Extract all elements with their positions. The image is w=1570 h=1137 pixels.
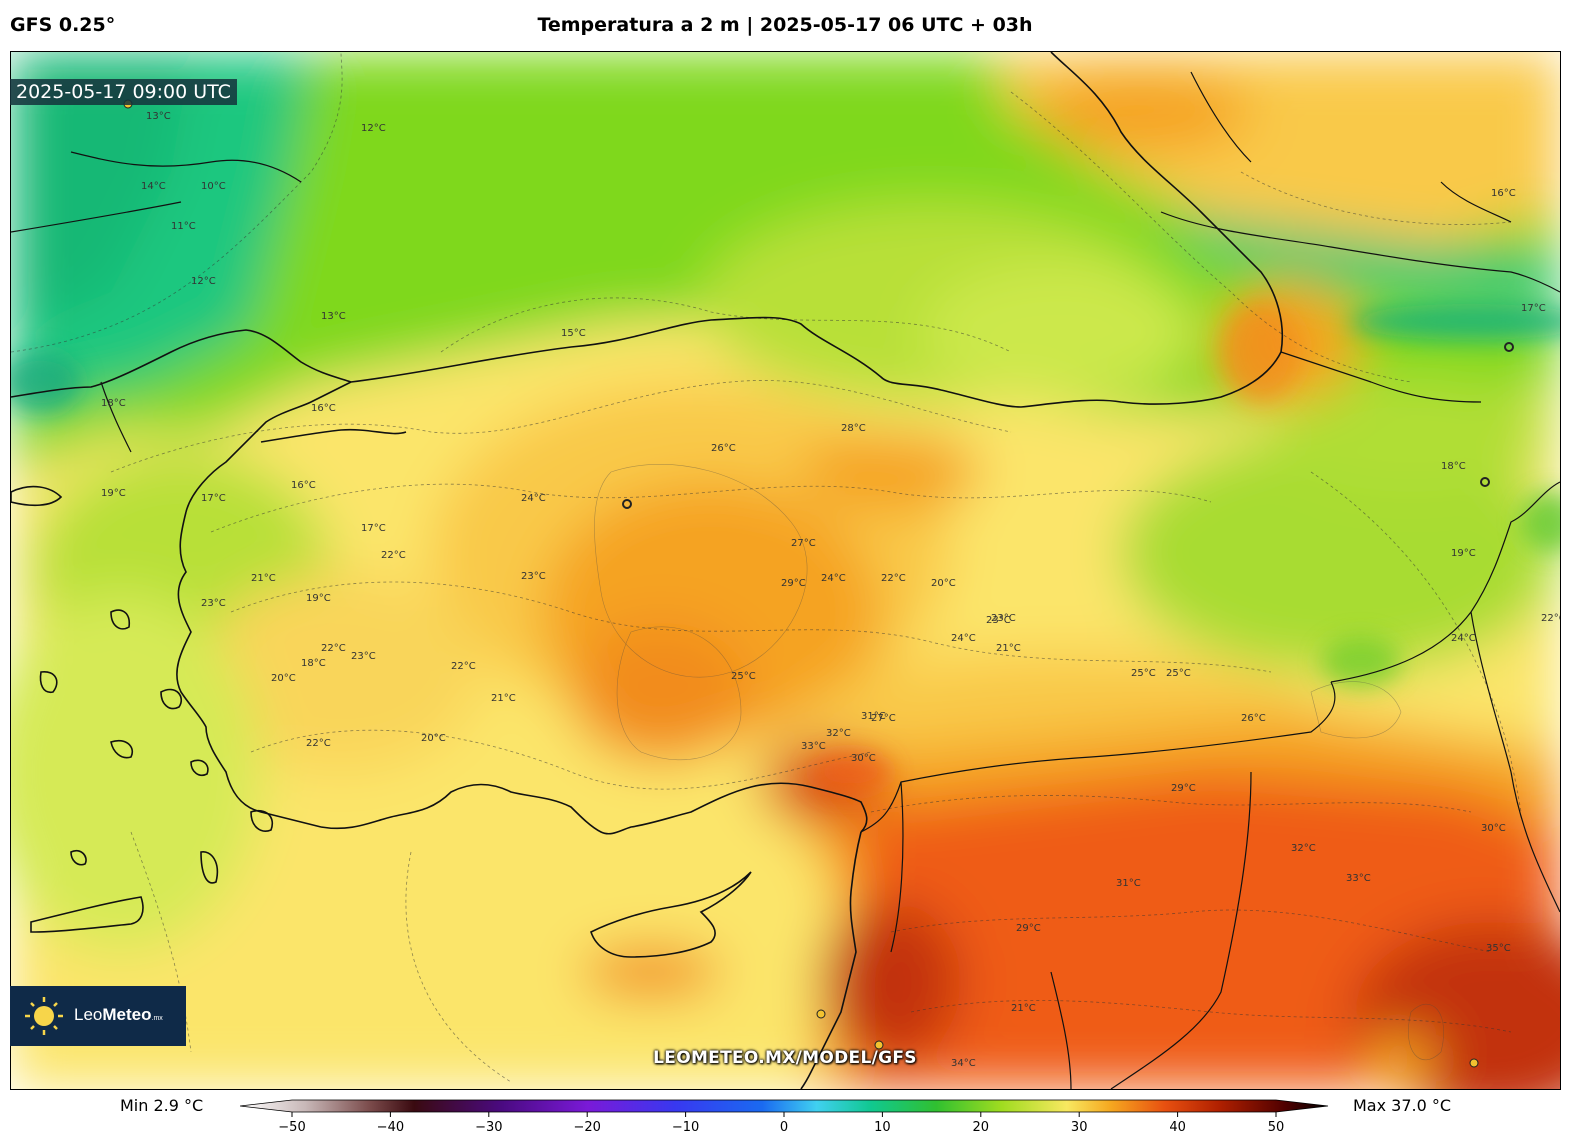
contour-label: 21°C (1011, 1003, 1036, 1014)
colorbar-tick-label: 0 (780, 1120, 788, 1135)
valid-time-badge: 2025-05-17 09:00 UTC (10, 79, 237, 105)
contour-label: 24°C (521, 493, 546, 504)
colorbar-tick-label: −20 (573, 1120, 600, 1135)
contour-label: 28°C (841, 423, 866, 434)
contour-label: 22°C (381, 550, 406, 561)
contour-label: 29°C (781, 578, 806, 589)
contour-label: 22°C (306, 738, 331, 749)
contour-label: 31°C (1116, 878, 1141, 889)
colorbar-tick-label: −50 (278, 1120, 305, 1135)
contour-label: 19°C (306, 593, 331, 604)
contour-label: 29°C (1016, 923, 1041, 934)
contour-label: 22°C (1541, 613, 1560, 624)
leometeo-logo[interactable]: LeoMeteo.mx (10, 986, 186, 1046)
colorbar-tick-label: −40 (377, 1120, 404, 1135)
contour-label: 20°C (271, 673, 296, 684)
contour-label: 17°C (361, 523, 386, 534)
contour-label: 11°C (171, 221, 196, 232)
borders (11, 71, 1560, 1089)
contour-label: 19°C (1451, 548, 1476, 559)
colorbar-tick-label: 30 (1071, 1120, 1088, 1135)
contour-label: 22°C (451, 661, 476, 672)
contour-label: 29°C (1171, 783, 1196, 794)
contour-label: 32°C (1291, 843, 1316, 854)
contour-label: 26°C (1241, 713, 1266, 724)
contour-label: 21°C (491, 693, 516, 704)
contour-label: 15°C (561, 328, 586, 339)
contour-label: 25°C (1166, 668, 1191, 679)
contour-label: 18°C (101, 398, 126, 409)
contour-label: 27°C (871, 713, 896, 724)
contour-label: 24°C (951, 633, 976, 644)
map-title: Temperatura a 2 m | 2025-05-17 06 UTC + … (537, 14, 1033, 36)
contour-label: 19°C (101, 488, 126, 499)
contour-label: 17°C (201, 493, 226, 504)
contour-label: 30°C (1481, 823, 1506, 834)
min-temp-label: Min 2.9 °C (120, 1096, 204, 1115)
colorbar-tick-label: 40 (1169, 1120, 1186, 1135)
contour-label: 20°C (931, 578, 956, 589)
contour-label: 14°C (141, 181, 166, 192)
contour-label: 32°C (826, 728, 851, 739)
contour-label: 12°C (361, 123, 386, 134)
contour-labels: 13°C 12°C 14°C 10°C 11°C 12°C 13°C 15°C 16°C 17°C… (101, 111, 1560, 1069)
watermark-url: LEOMETEO.MX/MODEL/GFS (653, 1048, 917, 1068)
contour-label: 23°C (991, 613, 1016, 624)
max-temp-label: Max 37.0 °C (1353, 1096, 1452, 1115)
contour-label: 12°C (191, 276, 216, 287)
contour-label: 16°C (311, 403, 336, 414)
sun-icon (25, 997, 63, 1035)
contour-label: 21°C (996, 643, 1021, 654)
contour-label: 25°C (1131, 668, 1156, 679)
contour-label: 17°C (1521, 303, 1546, 314)
contour-label: 18°C (301, 658, 326, 669)
contour-label: 24°C (821, 573, 846, 584)
colorbar-tick-label: −30 (475, 1120, 502, 1135)
contour-label: 20°C (421, 733, 446, 744)
contour-label: 13°C (321, 311, 346, 322)
contour-label: 31°C (861, 711, 886, 722)
contour-label: 30°C (851, 753, 876, 764)
model-name: GFS 0.25° (10, 14, 116, 36)
contour-label: 16°C (291, 480, 316, 491)
contour-label: 16°C (1491, 188, 1516, 199)
contour-label: 13°C (146, 111, 171, 122)
coastlines (11, 52, 1284, 1089)
contour-label: 24°C (1451, 633, 1476, 644)
contour-label: 33°C (801, 741, 826, 752)
isotherm-lines (11, 52, 1522, 1083)
contour-label: 18°C (1441, 461, 1466, 472)
colorbar-tick-label: 20 (973, 1120, 990, 1135)
contour-label: 23°C (521, 571, 546, 582)
contour-label: 26°C (711, 443, 736, 454)
contour-label: 34°C (951, 1058, 976, 1069)
colorbar-tick-label: −10 (672, 1120, 699, 1135)
contour-label: 27°C (791, 538, 816, 549)
colorbar-tick-label: 10 (874, 1120, 891, 1135)
contour-label: 23°C (351, 651, 376, 662)
colorbar: −50 −40 −30 −20 −10 0 10 20 30 40 50 (240, 1099, 1329, 1135)
colorbar-tick-label: 50 (1268, 1120, 1285, 1135)
temperature-field (11, 52, 1560, 1089)
temperature-map[interactable]: 13°C 12°C 14°C 10°C 11°C 12°C 13°C 15°C 16°C 17°C… (10, 51, 1561, 1090)
contour-label: 22°C (881, 573, 906, 584)
contour-label: 10°C (201, 181, 226, 192)
logo-text: LeoMeteo.mx (74, 1005, 163, 1024)
contour-label: 35°C (1486, 943, 1511, 954)
contour-label: 25°C (731, 671, 756, 682)
contour-label: 21°C (251, 573, 276, 584)
contour-label: 23°C (201, 598, 226, 609)
contour-label: 33°C (1346, 873, 1371, 884)
contour-label: 22°C (321, 643, 346, 654)
contour-label: 23°C (986, 615, 1011, 626)
